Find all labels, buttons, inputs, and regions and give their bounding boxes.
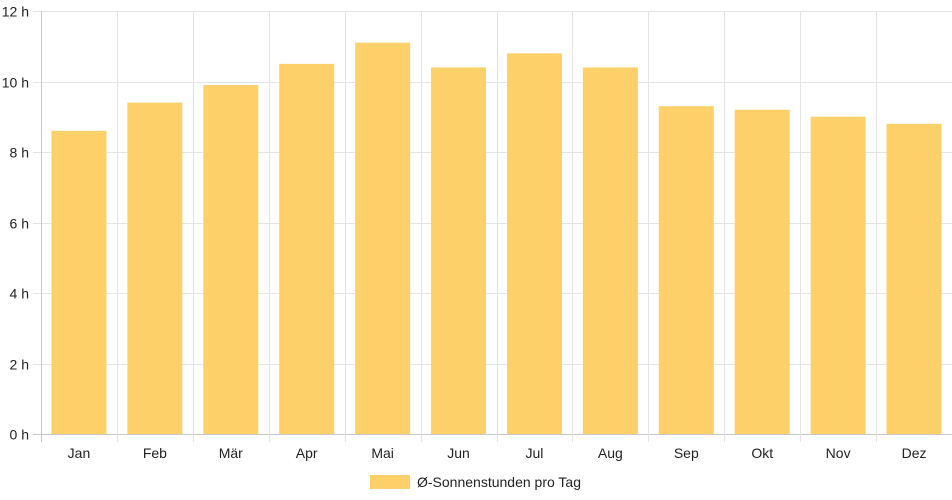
grid bbox=[33, 11, 952, 442]
y-axis-ticks: 0 h 2 h 4 h 6 h 8 h 10 h 12 h bbox=[2, 4, 29, 443]
bar-mär[interactable] bbox=[203, 85, 259, 435]
bar-dez[interactable] bbox=[886, 123, 942, 435]
bar-sep[interactable] bbox=[658, 106, 714, 435]
x-axis-ticks: Jan Feb Mär Apr Mai Jun Jul Aug Sep Okt Nov Dez bbox=[68, 445, 927, 461]
bar-mai[interactable] bbox=[355, 42, 411, 434]
x-tick-label: Jul bbox=[526, 445, 544, 461]
x-tick-label: Jun bbox=[447, 445, 470, 461]
x-tick-label: Okt bbox=[751, 445, 773, 461]
x-tick-label: Dez bbox=[902, 445, 927, 461]
legend-swatch bbox=[370, 475, 410, 489]
legend[interactable]: Ø-Sonnenstunden pro Tag bbox=[370, 474, 581, 490]
bar-aug[interactable] bbox=[582, 67, 638, 435]
x-tick-label: Sep bbox=[674, 445, 699, 461]
y-tick-label: 2 h bbox=[10, 357, 29, 373]
x-tick-label: Jan bbox=[68, 445, 91, 461]
legend-label: Ø-Sonnenstunden pro Tag bbox=[417, 474, 581, 490]
y-tick-label: 0 h bbox=[10, 427, 29, 443]
bar-jul[interactable] bbox=[506, 53, 562, 435]
bar-feb[interactable] bbox=[127, 102, 183, 435]
bar-apr[interactable] bbox=[279, 63, 335, 434]
bar-jun[interactable] bbox=[431, 67, 487, 435]
y-tick-label: 10 h bbox=[2, 75, 29, 91]
y-tick-label: 8 h bbox=[10, 145, 29, 161]
y-tick-label: 6 h bbox=[10, 216, 29, 232]
bars bbox=[51, 42, 942, 435]
x-tick-label: Apr bbox=[296, 445, 318, 461]
bar-nov[interactable] bbox=[810, 116, 866, 434]
bar-okt[interactable] bbox=[734, 109, 790, 434]
x-tick-label: Aug bbox=[598, 445, 623, 461]
bar-jan[interactable] bbox=[51, 130, 107, 434]
x-tick-label: Mär bbox=[219, 445, 243, 461]
x-tick-label: Feb bbox=[143, 445, 167, 461]
y-tick-label: 12 h bbox=[2, 4, 29, 20]
y-tick-label: 4 h bbox=[10, 286, 29, 302]
x-tick-label: Mai bbox=[371, 445, 394, 461]
x-tick-label: Nov bbox=[826, 445, 851, 461]
